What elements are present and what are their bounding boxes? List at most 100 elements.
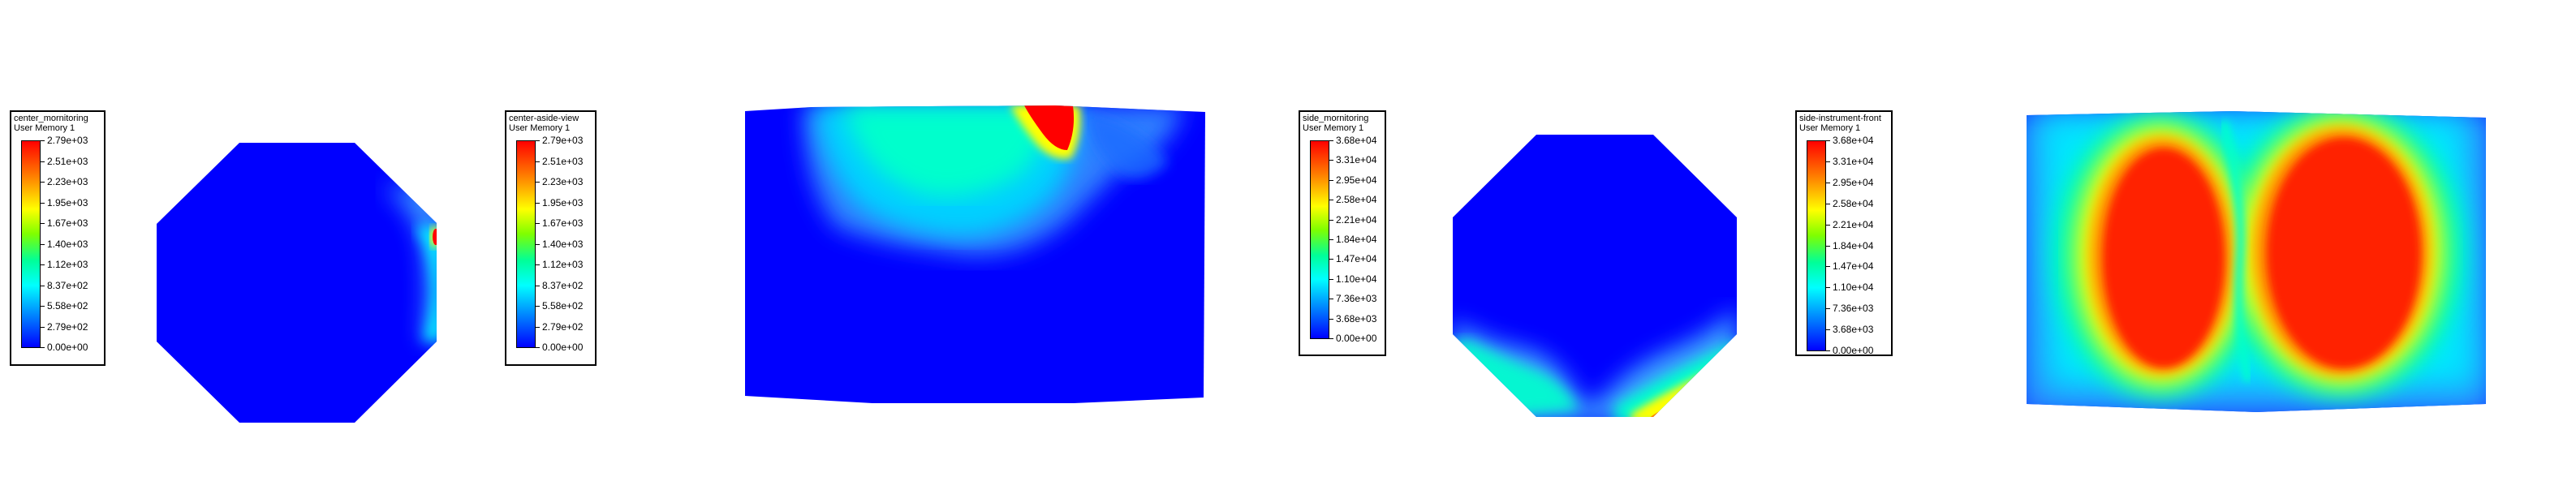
colorbar-legend-center-aside-view: center-aside-view User Memory 1 2.79e+03… (505, 110, 597, 366)
colorbar-tick (1826, 287, 1830, 289)
legend-subtitle: User Memory 1 (14, 123, 75, 133)
colorbar-tick (1826, 161, 1830, 162)
colorbar-tick (536, 243, 540, 245)
colorbar-tick (41, 306, 45, 307)
colorbar-tick-label: 2.58e+04 (1833, 197, 1874, 209)
colorbar-tick (1329, 278, 1333, 280)
legend-title: center-aside-view (509, 114, 579, 123)
colorbar-tick (41, 326, 45, 328)
colorbar-tick (1826, 140, 1830, 141)
colorbar-tick (1826, 266, 1830, 268)
colorbar-tick-label: 1.12e+03 (542, 259, 584, 270)
legend-title: center_mornitoring (14, 114, 88, 123)
colorbar-tick (536, 182, 540, 183)
colorbar-tick (41, 347, 45, 348)
colorbar-tick (536, 347, 540, 348)
colorbar (1807, 140, 1826, 351)
colorbar-tick-label: 7.36e+03 (1833, 303, 1874, 315)
colorbar-tick (536, 306, 540, 307)
colorbar-tick (1329, 338, 1333, 339)
colorbar-tick-label: 3.31e+04 (1336, 154, 1377, 166)
colorbar-legend-center-mornitoring: center_mornitoring User Memory 1 2.79e+0… (10, 110, 106, 366)
colorbar-tick (41, 202, 45, 204)
colorbar-tick (1329, 259, 1333, 260)
contour-plot-center-mornitoring (157, 143, 437, 423)
colorbar-tick-label: 7.36e+03 (1336, 293, 1377, 305)
colorbar-tick-label: 8.37e+02 (47, 279, 88, 291)
colorbar-tick-label: 1.40e+03 (47, 238, 88, 250)
colorbar-tick (536, 264, 540, 265)
colorbar-tick-label: 1.95e+03 (47, 196, 88, 208)
colorbar-tick-label: 1.12e+03 (47, 259, 88, 270)
legend-title: side_mornitoring (1303, 114, 1369, 123)
colorbar-tick-label: 0.00e+00 (1336, 333, 1377, 344)
colorbar-tick-label: 1.95e+03 (542, 196, 584, 208)
colorbar-tick-label: 3.68e+04 (1833, 135, 1874, 146)
colorbar-tick-label: 3.68e+04 (1336, 135, 1377, 146)
contour-plot-side-instrument-front (2027, 111, 2486, 412)
colorbar-tick-label: 5.58e+02 (542, 300, 584, 312)
colorbar-legend-side-instrument-front: side-instrument-front User Memory 1 3.68… (1795, 110, 1893, 356)
colorbar-tick (536, 161, 540, 162)
colorbar-tick-label: 0.00e+00 (1833, 345, 1874, 356)
colorbar-tick-label: 2.21e+04 (1336, 213, 1377, 226)
colorbar-tick-label: 2.95e+04 (1336, 174, 1377, 186)
colorbar-tick (1329, 239, 1333, 240)
colorbar-tick-label: 3.68e+03 (1336, 312, 1377, 324)
colorbar-tick-label: 2.79e+02 (47, 320, 88, 333)
colorbar-tick-label: 5.58e+02 (47, 300, 88, 312)
colorbar-tick (1329, 179, 1333, 181)
colorbar-tick-label: 1.67e+03 (47, 217, 88, 229)
colorbar-tick-label: 3.68e+03 (1833, 324, 1874, 336)
colorbar-tick-label: 1.40e+03 (542, 238, 584, 250)
colorbar-tick (1329, 160, 1333, 161)
colorbar-tick-label: 1.84e+04 (1336, 234, 1377, 245)
colorbar-tick-label: 2.79e+03 (47, 135, 88, 146)
colorbar-tick (1826, 224, 1830, 226)
colorbar-tick (1826, 350, 1830, 351)
contour-plot-side-mornitoring (1453, 135, 1737, 417)
colorbar (516, 140, 536, 348)
colorbar-tick (536, 140, 540, 141)
colorbar-tick-label: 2.58e+04 (1336, 194, 1377, 206)
colorbar-tick (1826, 308, 1830, 310)
colorbar-tick-label: 3.31e+04 (1833, 155, 1874, 167)
colorbar-tick (536, 202, 540, 204)
colorbar-tick-label: 2.79e+02 (542, 320, 584, 333)
colorbar (1310, 140, 1329, 339)
legend-subtitle: User Memory 1 (509, 123, 571, 133)
colorbar-tick-label: 1.10e+04 (1833, 281, 1874, 294)
colorbar-tick-label: 0.00e+00 (542, 342, 584, 353)
legend-subtitle: User Memory 1 (1303, 123, 1364, 133)
colorbar-tick-label: 2.95e+04 (1833, 176, 1874, 188)
colorbar-tick-label: 1.10e+04 (1336, 273, 1377, 285)
colorbar-tick-label: 2.21e+04 (1833, 218, 1874, 230)
colorbar-tick (41, 243, 45, 245)
colorbar-tick (41, 161, 45, 162)
colorbar-tick (536, 223, 540, 224)
colorbar-tick-label: 1.84e+04 (1833, 239, 1874, 251)
colorbar-tick-label: 2.51e+03 (542, 155, 584, 167)
colorbar-tick (1329, 140, 1333, 141)
colorbar-tick (1826, 329, 1830, 331)
colorbar-tick (1329, 318, 1333, 320)
colorbar-tick (41, 264, 45, 265)
colorbar-tick-label: 1.67e+03 (542, 217, 584, 229)
colorbar-tick-label: 2.23e+03 (47, 176, 88, 187)
colorbar-tick-label: 8.37e+02 (542, 279, 584, 291)
colorbar (21, 140, 41, 348)
colorbar-tick-label: 2.51e+03 (47, 155, 88, 167)
colorbar-tick-label: 2.23e+03 (542, 176, 584, 187)
colorbar-tick (41, 223, 45, 224)
colorbar-legend-side-mornitoring: side_mornitoring User Memory 1 3.68e+04 3… (1299, 110, 1386, 356)
colorbar-tick (1826, 245, 1830, 247)
colorbar-tick-label: 0.00e+00 (47, 342, 88, 353)
legend-subtitle: User Memory 1 (1799, 123, 1861, 133)
colorbar-tick-label: 1.47e+04 (1336, 253, 1377, 265)
colorbar-tick (1329, 219, 1333, 221)
contour-plot-center-aside-view (745, 105, 1205, 403)
colorbar-tick (41, 140, 45, 141)
colorbar-tick-label: 1.47e+04 (1833, 260, 1874, 273)
colorbar-tick (536, 326, 540, 328)
